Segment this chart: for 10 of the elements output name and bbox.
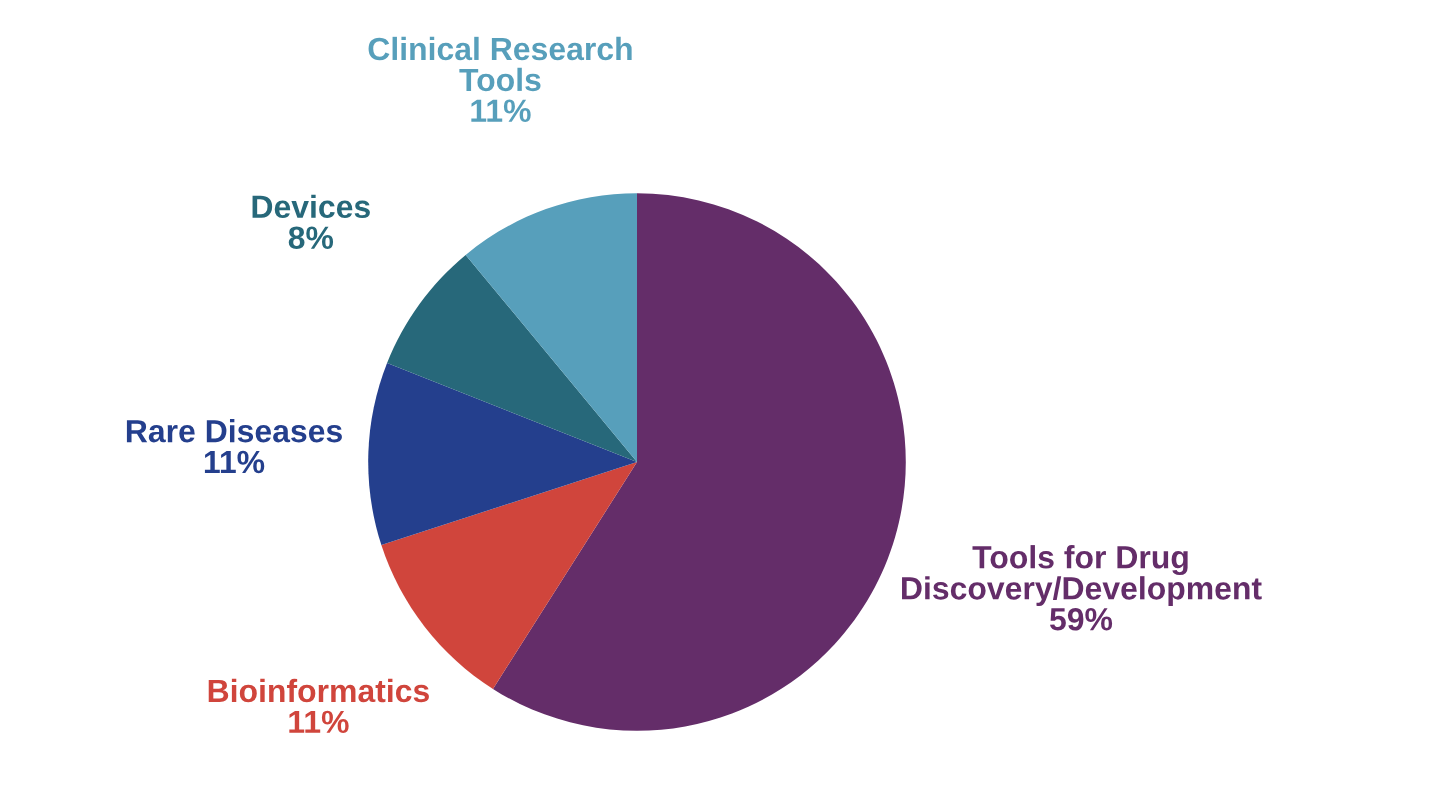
- data-label: 11%: [204, 450, 265, 474]
- data-label: 8%: [288, 226, 334, 250]
- slice-label: Bioinformatics: [208, 678, 429, 703]
- slice-label: Clinical Research Tools: [368, 36, 632, 92]
- slice-label: Tools for Drug Discovery/Development: [902, 545, 1262, 606]
- data-label: 11%: [289, 710, 349, 734]
- slice-label: Rare Diseases: [126, 418, 342, 443]
- data-label: 11%: [471, 99, 531, 123]
- data-label: 59%: [1049, 607, 1113, 631]
- slice-label: Devices: [252, 194, 370, 219]
